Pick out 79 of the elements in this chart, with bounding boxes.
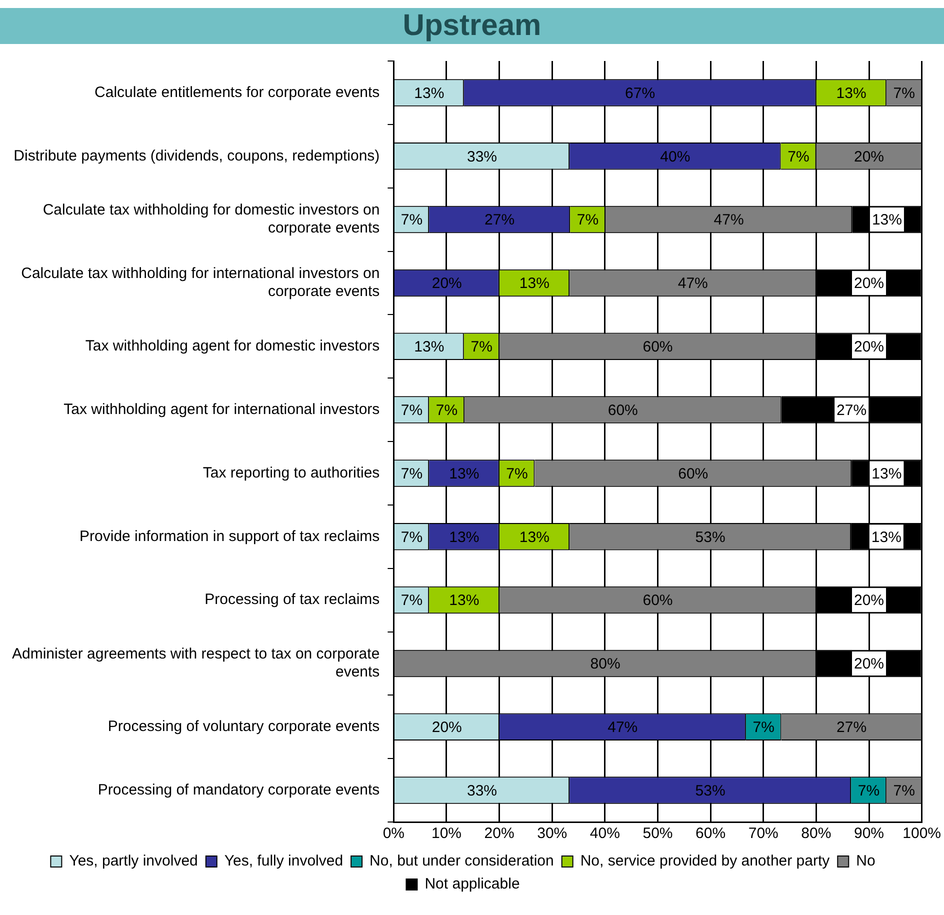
data-label: 40% (660, 148, 690, 166)
data-label: 53% (695, 528, 726, 546)
legend-label: Yes, partly involved (69, 852, 198, 870)
x-tick-label: 100% (902, 825, 942, 842)
data-label: 27% (836, 402, 867, 419)
legend-label: Not applicable (424, 876, 520, 893)
x-tick-label: 30% (537, 825, 568, 842)
data-label: 7% (400, 465, 423, 482)
data-label: 7% (470, 338, 492, 356)
data-label: 47% (608, 719, 638, 736)
data-label: 13% (449, 528, 480, 546)
x-tick-label: 60% (696, 825, 726, 842)
x-tick-label: 10% (431, 825, 462, 842)
data-label: 20% (432, 719, 462, 736)
data-label: 13% (872, 212, 902, 229)
data-label: 7% (436, 402, 458, 419)
data-label: 20% (854, 656, 884, 673)
x-tick-label: 80% (801, 825, 832, 842)
chart-title: Upstream (0, 8, 944, 44)
data-label: 60% (608, 402, 638, 419)
data-label: 27% (484, 212, 515, 229)
legend-label: Yes, fully involved (224, 852, 344, 870)
data-label: 7% (400, 592, 423, 610)
x-tick-label: 90% (854, 825, 884, 842)
data-label: 53% (695, 782, 726, 800)
data-label: 7% (858, 782, 880, 800)
data-label: 7% (752, 719, 774, 736)
data-label: 80% (590, 656, 620, 673)
data-label: 20% (432, 275, 462, 292)
y-tick-label: Calculate tax withholding for domestic investors on corporate events (42, 202, 380, 237)
data-label: 60% (642, 338, 673, 356)
data-label: 20% (854, 592, 884, 610)
data-label: 33% (466, 148, 497, 166)
y-tick-label: Processing of mandatory corporate events (98, 781, 380, 798)
data-label: 13% (519, 275, 550, 292)
y-tick-label: Calculate tax withholding for international investors on corporate events (21, 265, 380, 300)
data-label: 47% (678, 275, 708, 292)
data-label: 13% (449, 592, 480, 610)
x-tick-label: 20% (484, 825, 514, 842)
data-label: 13% (836, 84, 866, 102)
data-label: 13% (449, 465, 480, 482)
data-label: 13% (872, 465, 902, 482)
data-label: 7% (576, 212, 599, 229)
data-label: 7% (506, 465, 528, 482)
data-label: 13% (414, 84, 444, 102)
y-tick-label: Processing of voluntary corporate events (108, 718, 380, 736)
data-label: 20% (854, 148, 884, 166)
legend-label: No, but under consideration (370, 852, 554, 870)
data-label: 7% (400, 528, 423, 546)
data-label: 13% (414, 338, 444, 356)
data-label: 7% (400, 402, 423, 419)
x-tick-label: 0% (382, 825, 405, 842)
y-tick-label: Administer agreements with respect to tax on corporate events (12, 646, 380, 681)
data-label: 27% (836, 719, 867, 736)
legend-label: No (856, 852, 876, 870)
data-label: 13% (871, 528, 902, 546)
data-label: 67% (625, 84, 656, 102)
data-label: 47% (714, 212, 744, 229)
x-tick-label: 70% (748, 825, 778, 842)
y-tick-label: Tax withholding agent for international investors (64, 400, 380, 418)
x-tick-label: 40% (590, 825, 620, 842)
y-tick-label: Tax withholding agent for domestic investors (85, 338, 380, 355)
data-label: 60% (678, 465, 708, 482)
data-label: 20% (854, 338, 884, 356)
y-tick-label: Distribute payments (dividends, coupons, redemptions) (14, 147, 380, 164)
data-label: 7% (400, 212, 423, 229)
data-label: 33% (466, 782, 497, 800)
legend-label: No, service provided by another party (580, 852, 830, 870)
y-tick-label: Processing of tax reclaims (204, 591, 380, 608)
data-label: 7% (893, 782, 915, 800)
data-label: 7% (788, 148, 810, 166)
data-label: 13% (519, 528, 550, 546)
y-tick-label: Provide information in support of tax reclaims (80, 528, 380, 545)
y-tick-label: Calculate entitlements for corporate events (94, 84, 380, 101)
data-label: 60% (642, 592, 673, 610)
x-tick-label: 50% (642, 825, 673, 842)
data-label: 20% (854, 275, 884, 292)
data-label: 7% (893, 84, 915, 102)
y-tick-label: Tax reporting to authorities (202, 464, 380, 482)
